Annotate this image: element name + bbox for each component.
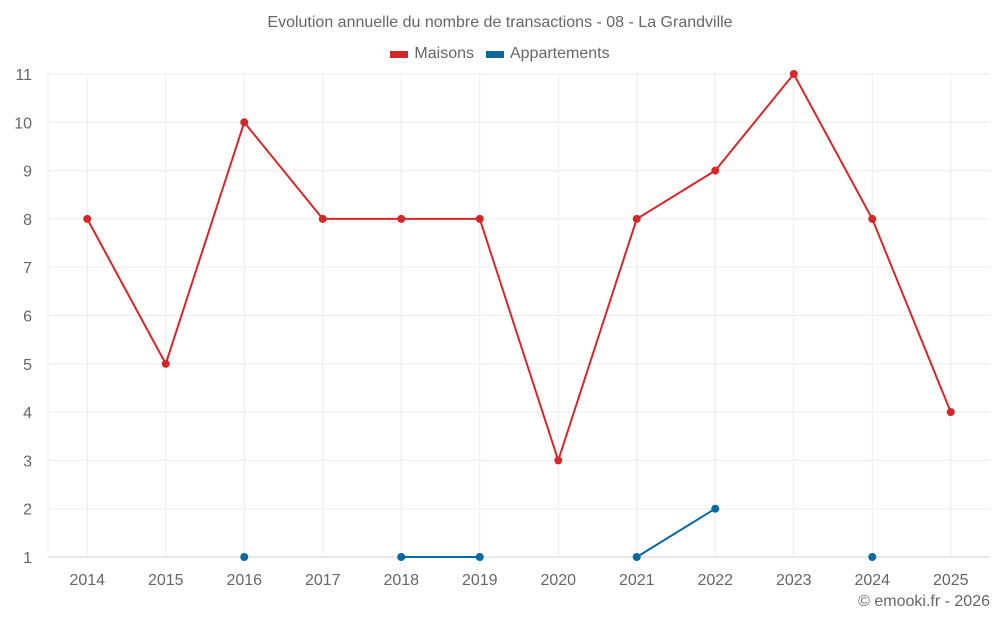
data-point[interactable] [554,456,563,465]
y-tick-label: 9 [23,164,32,181]
y-tick-label: 10 [14,115,32,132]
legend-item-maisons[interactable]: Maisons [390,45,474,63]
x-tick-label: 2021 [619,572,655,589]
y-tick-label: 1 [23,550,32,567]
credit-text: © emooki.fr - 2026 [858,593,990,610]
x-tick-label: 2024 [854,572,890,589]
legend-item-appartements[interactable]: Appartements [485,45,610,63]
y-tick-label: 4 [23,405,32,422]
data-point[interactable] [475,553,484,561]
data-point[interactable] [632,553,641,561]
data-point[interactable] [711,166,720,175]
x-tick-label: 2025 [933,572,969,589]
data-point[interactable] [868,553,877,561]
series-lines [83,70,955,561]
y-tick-label: 3 [23,453,32,470]
x-tick-label: 2014 [69,572,105,589]
data-point[interactable] [632,214,641,223]
y-axis: 1 2 3 4 5 6 7 8 9 10 11 [14,67,32,567]
legend: Maisons Appartements [0,45,1000,63]
x-tick-label: 2015 [148,572,184,589]
legend-swatch [485,50,504,58]
y-tick-label: 5 [23,357,32,374]
grid [47,73,990,558]
data-point[interactable] [711,504,720,513]
y-tick-label: 11 [15,67,32,84]
data-point[interactable] [318,214,327,223]
x-tick-label: 2022 [697,572,733,589]
data-point[interactable] [946,408,955,417]
data-point[interactable] [161,359,170,368]
x-tick-label: 2016 [226,572,262,589]
x-tick-label: 2017 [305,572,341,589]
x-tick-label: 2019 [462,572,498,589]
legend-label: Maisons [414,45,474,62]
data-point[interactable] [397,214,406,223]
x-tick-label: 2018 [383,572,419,589]
data-point[interactable] [397,553,406,561]
x-axis: 2014 2015 2016 2017 2018 2019 2020 2021 2022 2023… [69,572,968,589]
series-maisons [83,70,955,465]
legend-label: Appartements [509,45,610,62]
data-point[interactable] [240,553,249,561]
y-tick-label: 7 [23,260,32,277]
data-point[interactable] [789,70,798,78]
chart-title: Evolution annuelle du nombre de transact… [267,14,733,31]
series-appartements [240,504,877,561]
y-tick-label: 6 [23,309,32,326]
data-point[interactable] [475,214,484,223]
x-tick-label: 2020 [540,572,576,589]
legend-swatch [390,50,409,58]
data-point[interactable] [240,118,249,127]
data-point[interactable] [868,214,877,223]
y-tick-label: 2 [23,502,32,519]
y-tick-label: 8 [23,212,32,229]
data-point[interactable] [83,214,92,223]
x-tick-label: 2023 [776,572,812,589]
